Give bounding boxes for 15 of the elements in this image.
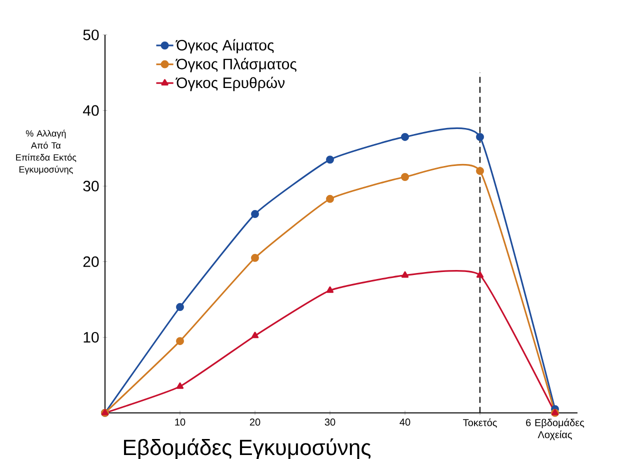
y-tick-label: 30 (83, 180, 99, 192)
y-tick-label: 50 (83, 30, 99, 40)
y-tick-label: 20 (83, 256, 99, 267)
legend-label: Όγκος Ερυθρών (176, 76, 285, 92)
x-tick-label: 40 (400, 418, 410, 426)
x-tick-label: 6 Εβδομάδες Λοχείας (526, 418, 584, 440)
x-tick-label: 10 (175, 418, 186, 426)
y-tick-label: 40 (82, 105, 99, 116)
legend-label: Όγκος Αίματος (176, 39, 274, 54)
legend-label: Όγκος Πλάσματος (176, 58, 296, 72)
y-axis-title: % Αλλαγή Από Τα Επίπεδα Εκτός Εγκυμοσύνης (16, 130, 76, 174)
x-tick-label: Τοκετός (463, 418, 497, 428)
x-tick-label: 30 (324, 418, 336, 426)
y-tick-label: 10 (84, 332, 99, 343)
x-tick-label: 20 (250, 418, 260, 426)
